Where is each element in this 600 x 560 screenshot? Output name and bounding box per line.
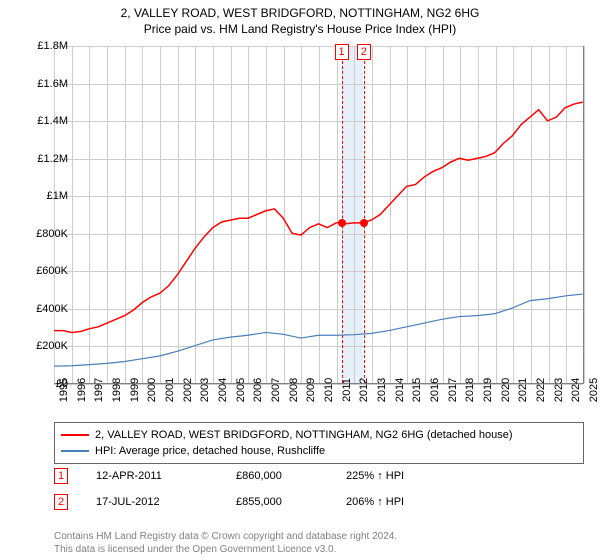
marker-vline [342,46,343,383]
chart-container: 2, VALLEY ROAD, WEST BRIDGFORD, NOTTINGH… [0,0,600,560]
legend-swatch [61,450,89,452]
footer-attribution: Contains HM Land Registry data © Crown c… [54,530,584,556]
chart-subtitle: Price paid vs. HM Land Registry's House … [0,22,600,36]
y-axis-tick-label: £800K [24,228,68,240]
y-axis-tick-label: £200K [24,340,68,352]
transaction-row: 1 12-APR-2011 £860,000 225% ↑ HPI [54,468,584,484]
y-axis-tick-label: £1.4M [24,115,68,127]
transaction-date: 12-APR-2011 [96,470,236,482]
series-hpi [54,294,582,366]
x-axis-tick-label: 2025 [588,378,600,402]
transaction-badge: 1 [54,468,68,484]
x-axis-tick-label: 2013 [376,378,388,402]
footer-line: This data is licensed under the Open Gov… [54,543,584,556]
x-axis-tick-label: 2018 [464,378,476,402]
y-axis-tick-label: £1.2M [24,153,68,165]
marker-label: 2 [357,44,371,60]
title-block: 2, VALLEY ROAD, WEST BRIDGFORD, NOTTINGH… [0,0,600,38]
x-axis-tick-label: 2016 [429,378,441,402]
transaction-badge: 2 [54,494,68,510]
y-axis-tick-label: £1.6M [24,78,68,90]
x-axis-tick-label: 2004 [217,378,229,402]
x-axis-tick-label: 2022 [535,378,547,402]
legend-box: 2, VALLEY ROAD, WEST BRIDGFORD, NOTTINGH… [54,422,584,464]
x-axis-tick-label: 2020 [500,378,512,402]
x-axis-tick-label: 1996 [76,378,88,402]
legend-item: HPI: Average price, detached house, Rush… [61,443,577,459]
series-property [54,102,582,332]
line-series-svg [54,46,583,383]
x-axis-tick-label: 2014 [394,378,406,402]
x-axis-tick-label: 2006 [252,378,264,402]
transaction-pct: 225% ↑ HPI [346,470,456,482]
x-axis-tick-label: 2012 [358,378,370,402]
x-axis-tick-label: 1999 [129,378,141,402]
gridline-vertical [584,46,585,383]
x-axis-tick-label: 2011 [341,378,353,402]
price-marker [360,219,368,227]
legend-swatch [61,434,89,436]
x-axis-tick-label: 2017 [447,378,459,402]
transaction-date: 17-JUL-2012 [96,496,236,508]
x-axis-tick-label: 2021 [517,378,529,402]
transaction-row: 2 17-JUL-2012 £855,000 206% ↑ HPI [54,494,584,510]
x-axis-tick-label: 2005 [235,378,247,402]
x-axis-tick-label: 2009 [305,378,317,402]
legend-label: HPI: Average price, detached house, Rush… [95,445,325,457]
x-axis-tick-label: 1998 [111,378,123,402]
plot-area [54,46,584,384]
y-axis-tick-label: £600K [24,265,68,277]
x-axis-tick-label: 2019 [482,378,494,402]
transaction-price: £855,000 [236,496,346,508]
transaction-pct: 206% ↑ HPI [346,496,456,508]
chart-title: 2, VALLEY ROAD, WEST BRIDGFORD, NOTTINGH… [0,6,600,20]
y-axis-tick-label: £400K [24,303,68,315]
x-axis-tick-label: 2001 [164,378,176,402]
y-axis-tick-label: £1.8M [24,40,68,52]
x-axis-tick-label: 2007 [270,378,282,402]
x-axis-tick-label: 2015 [411,378,423,402]
marker-label: 1 [335,44,349,60]
price-marker [338,219,346,227]
marker-vline [364,46,365,383]
x-axis-tick-label: 2002 [182,378,194,402]
transaction-price: £860,000 [236,470,346,482]
x-axis-tick-label: 2010 [323,378,335,402]
x-axis-tick-label: 2024 [570,378,582,402]
legend-item: 2, VALLEY ROAD, WEST BRIDGFORD, NOTTINGH… [61,427,577,443]
x-axis-tick-label: 1995 [58,378,70,402]
x-axis-tick-label: 2023 [553,378,565,402]
y-axis-tick-label: £1M [24,190,68,202]
x-axis-tick-label: 1997 [93,378,105,402]
legend-label: 2, VALLEY ROAD, WEST BRIDGFORD, NOTTINGH… [95,429,513,441]
x-axis-tick-label: 2003 [199,378,211,402]
x-axis-tick-label: 2000 [146,378,158,402]
footer-line: Contains HM Land Registry data © Crown c… [54,530,584,543]
x-axis-tick-label: 2008 [288,378,300,402]
